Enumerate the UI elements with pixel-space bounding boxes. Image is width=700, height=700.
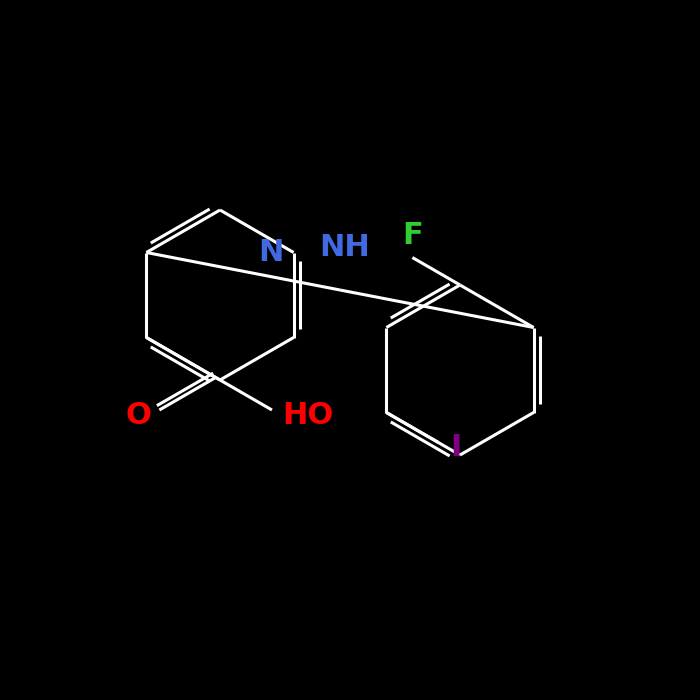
Text: N: N [258,238,284,267]
Text: I: I [450,433,462,462]
Text: HO: HO [282,400,333,430]
Text: NH: NH [320,233,370,262]
Text: O: O [125,400,151,430]
Text: F: F [402,220,423,249]
